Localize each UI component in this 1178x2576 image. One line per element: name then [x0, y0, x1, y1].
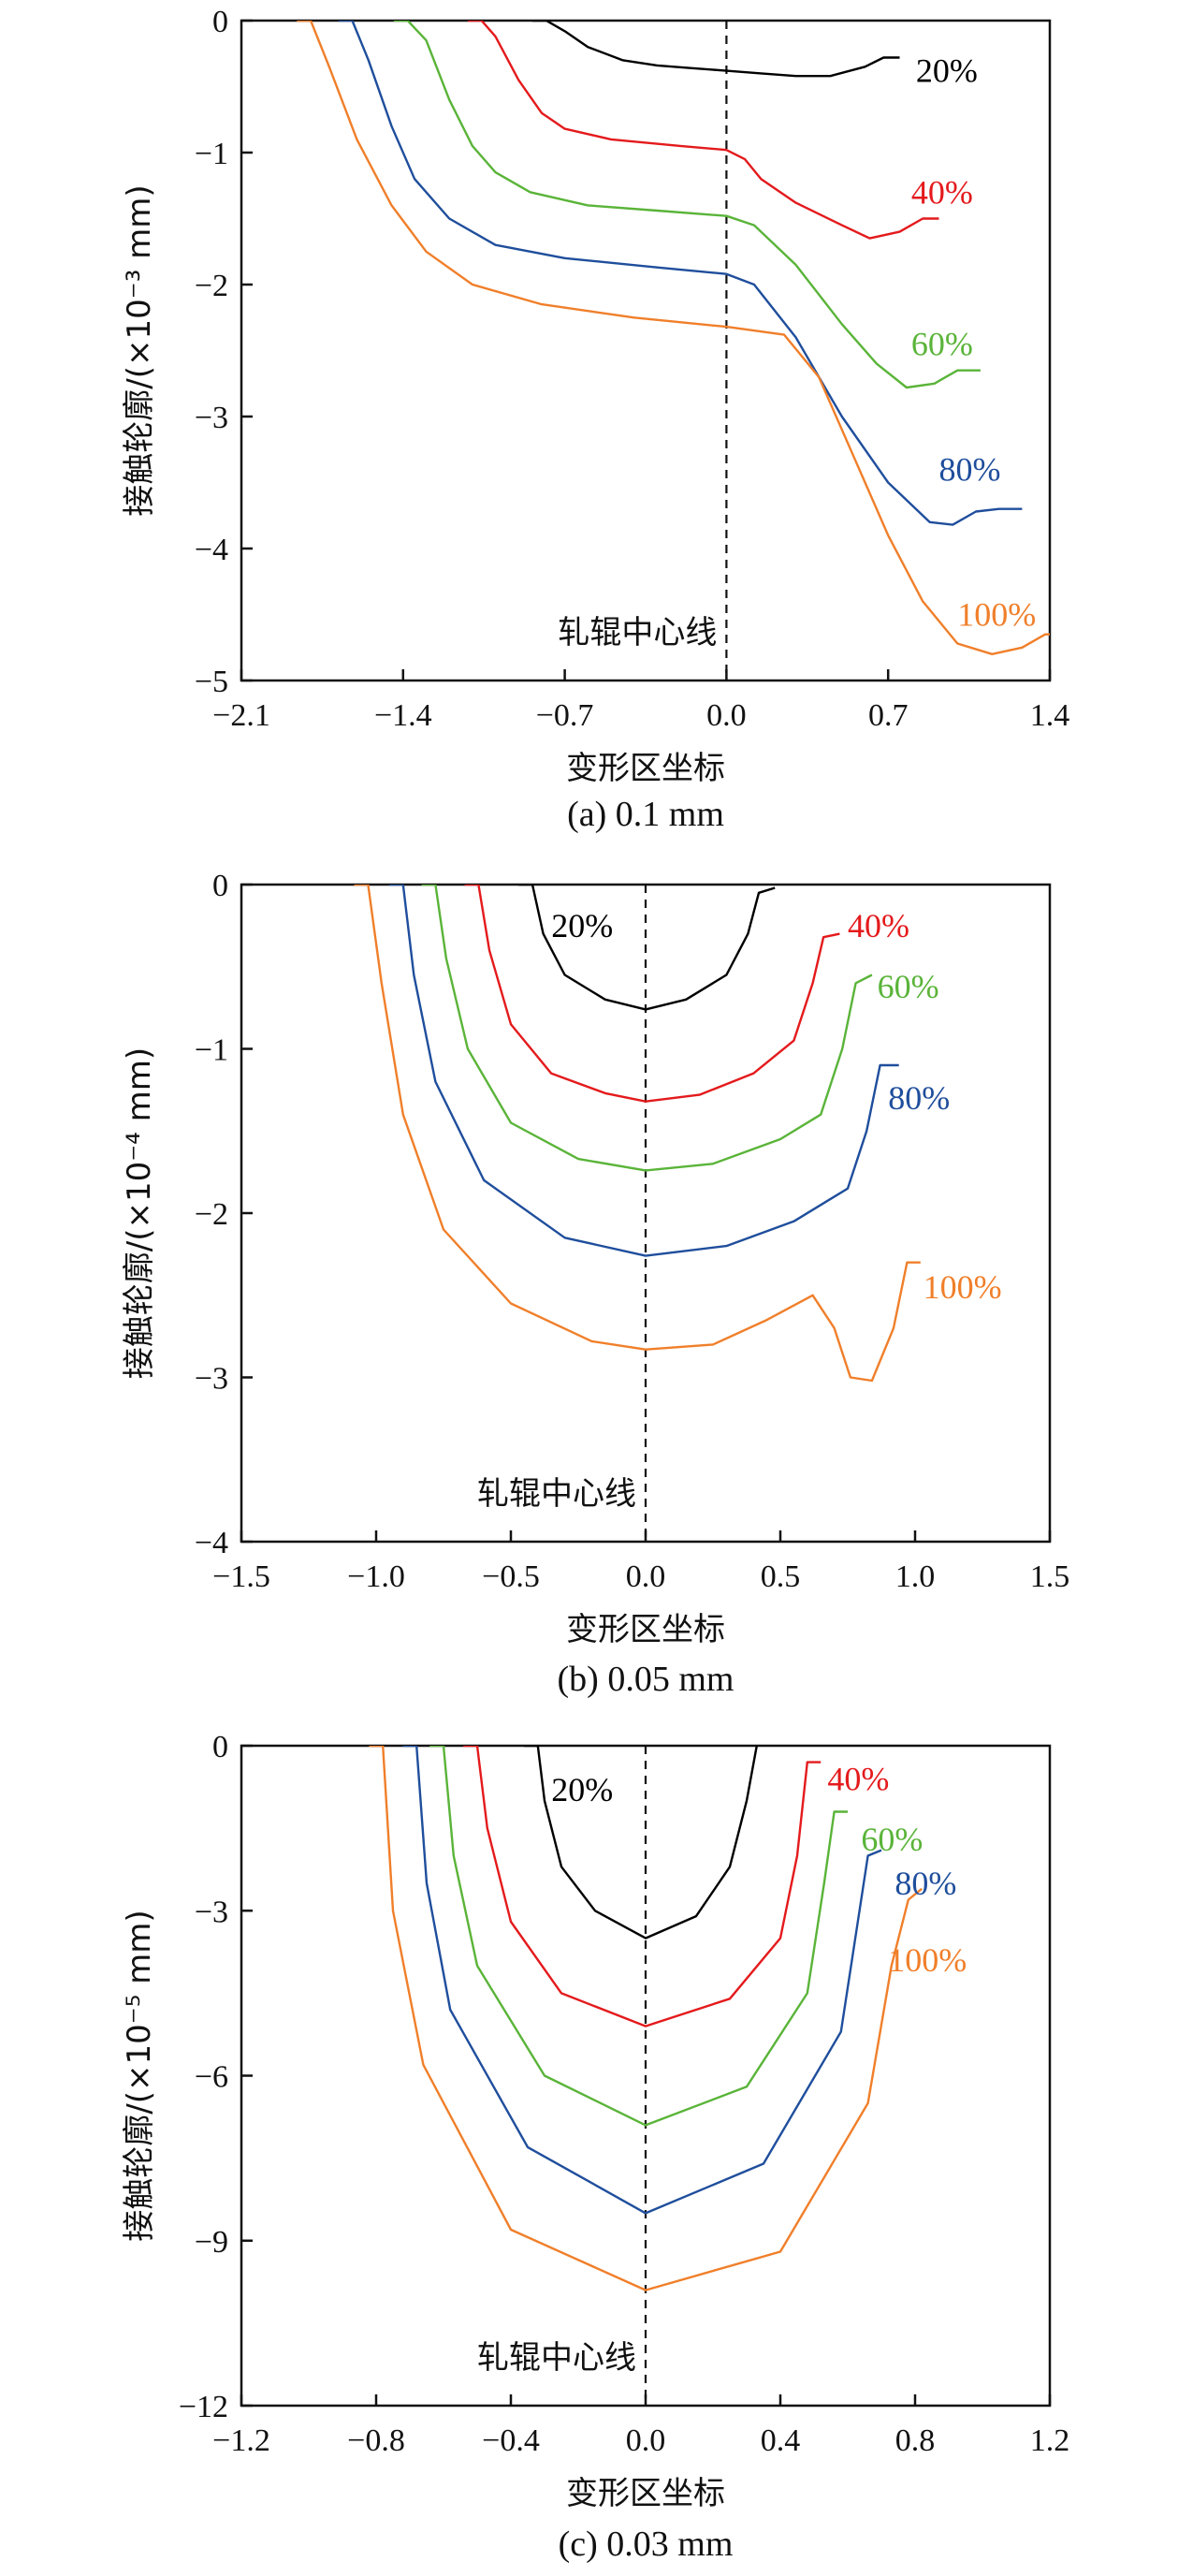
x-axis-title: 变形区坐标 [566, 2475, 725, 2512]
series-label-80%: 80% [939, 450, 1001, 488]
series-line-100% [297, 21, 1050, 655]
series-label-100%: 100% [923, 1268, 1002, 1306]
x-tick-label: 1.2 [1030, 2423, 1070, 2458]
series-label-20%: 20% [551, 907, 613, 944]
y-tick-label: −12 [179, 2390, 228, 2424]
y-tick-label: −6 [195, 2060, 228, 2095]
x-tick-label: 0.0 [626, 2423, 666, 2458]
y-tick-label: −9 [195, 2225, 228, 2260]
x-tick-label: 0.0 [626, 1559, 666, 1594]
x-tick-label: 1.4 [1030, 698, 1070, 733]
x-tick-label: 0.5 [761, 1559, 801, 1594]
series-line-60% [429, 1746, 848, 2127]
y-tick-label: −4 [195, 533, 228, 567]
series-label-40%: 40% [911, 173, 973, 211]
series-line-60% [393, 21, 981, 389]
series-line-80% [338, 21, 1023, 526]
x-tick-label: 1.5 [1030, 1559, 1070, 1594]
panel-caption: (c) 0.03 mm [559, 2525, 734, 2564]
x-tick-label: 0.4 [761, 2423, 801, 2458]
x-tick-label: 0.7 [868, 698, 909, 733]
series-line-40% [464, 885, 840, 1103]
y-tick-label: 0 [212, 5, 228, 39]
x-axis-title: 变形区坐标 [566, 1611, 725, 1648]
series-label-60%: 60% [911, 325, 973, 362]
y-tick-label: −3 [195, 1895, 228, 1929]
series-line-60% [421, 885, 873, 1172]
series-label-100%: 100% [888, 1941, 967, 1979]
x-tick-label: −1.5 [212, 1559, 270, 1594]
y-tick-label: −4 [195, 1526, 228, 1560]
series-label-80%: 80% [888, 1079, 950, 1117]
series-line-100% [369, 1746, 923, 2291]
series-line-20% [518, 885, 776, 1011]
y-tick-label: −2 [195, 1197, 228, 1232]
centerline-label: 轧辊中心线 [477, 2339, 636, 2377]
y-axis-title: 接触轮廓/(×10⁻⁵ mm) [121, 1910, 158, 2241]
y-tick-label: −3 [195, 401, 228, 435]
series-line-80% [402, 1746, 882, 2215]
series-label-80%: 80% [894, 1865, 956, 1902]
series-label-60%: 60% [861, 1821, 923, 1858]
panel-2: −1.5 −1.0 −0.5 0.0 0.5 1.0 1.5 0 −1 −2 −3 −4 变形区坐标 接触… [121, 869, 1069, 1699]
panel-1: −2.1 −1.4 −0.7 0.0 0.7 1.4 0 −1 −2 −3 −4 −5 变形区坐标 接触轮… [121, 5, 1070, 834]
y-tick-label: −1 [195, 1033, 228, 1068]
x-tick-label: 0.0 [706, 698, 747, 733]
series-line-20% [532, 21, 900, 78]
x-tick-label: −0.4 [482, 2423, 540, 2458]
series-label-20%: 20% [916, 52, 978, 90]
x-tick-label: −0.7 [536, 698, 594, 733]
y-tick-label: 0 [212, 1730, 228, 1764]
series-label-60%: 60% [878, 968, 939, 1005]
plot-frame [240, 19, 1052, 682]
y-axis-title: 接触轮廓/(×10⁻³ mm) [121, 184, 158, 516]
series-line-80% [389, 885, 899, 1257]
y-tick-label: 0 [212, 869, 228, 903]
x-axis-title: 变形区坐标 [566, 750, 725, 787]
y-tick-label: −5 [195, 665, 228, 699]
series-line-40% [463, 1746, 822, 2027]
centerline-label: 轧辊中心线 [477, 1475, 636, 1513]
series-label-20%: 20% [551, 1771, 613, 1808]
series-label-40%: 40% [827, 1760, 889, 1797]
x-tick-label: −0.8 [347, 2423, 405, 2458]
panel-caption: (b) 0.05 mm [558, 1660, 734, 1699]
x-tick-label: 1.0 [895, 1559, 936, 1594]
x-tick-label: −0.5 [482, 1559, 540, 1594]
centerline-label: 轧辊中心线 [558, 614, 717, 651]
panel-caption: (a) 0.1 mm [567, 795, 724, 834]
series-line-20% [524, 1746, 758, 1939]
series-label-100%: 100% [957, 596, 1036, 634]
y-tick-label: −1 [195, 137, 228, 171]
x-tick-label: −2.1 [212, 698, 270, 733]
series-line-40% [467, 21, 939, 240]
x-tick-label: −1.0 [347, 1559, 405, 1594]
x-tick-label: −1.2 [212, 2423, 270, 2458]
y-tick-label: −2 [195, 269, 228, 303]
x-tick-label: 0.8 [895, 2423, 936, 2458]
y-axis-title: 接触轮廓/(×10⁻⁴ mm) [121, 1047, 158, 1379]
x-tick-label: −1.4 [374, 698, 432, 733]
series-line-100% [354, 885, 921, 1383]
panel-3: −1.2 −0.8 −0.4 0.0 0.4 0.8 1.2 0 −3 −6 −9 −12 变形区坐标 接… [121, 1730, 1069, 2564]
y-tick-label: −3 [195, 1362, 228, 1397]
series-label-40%: 40% [848, 907, 909, 944]
